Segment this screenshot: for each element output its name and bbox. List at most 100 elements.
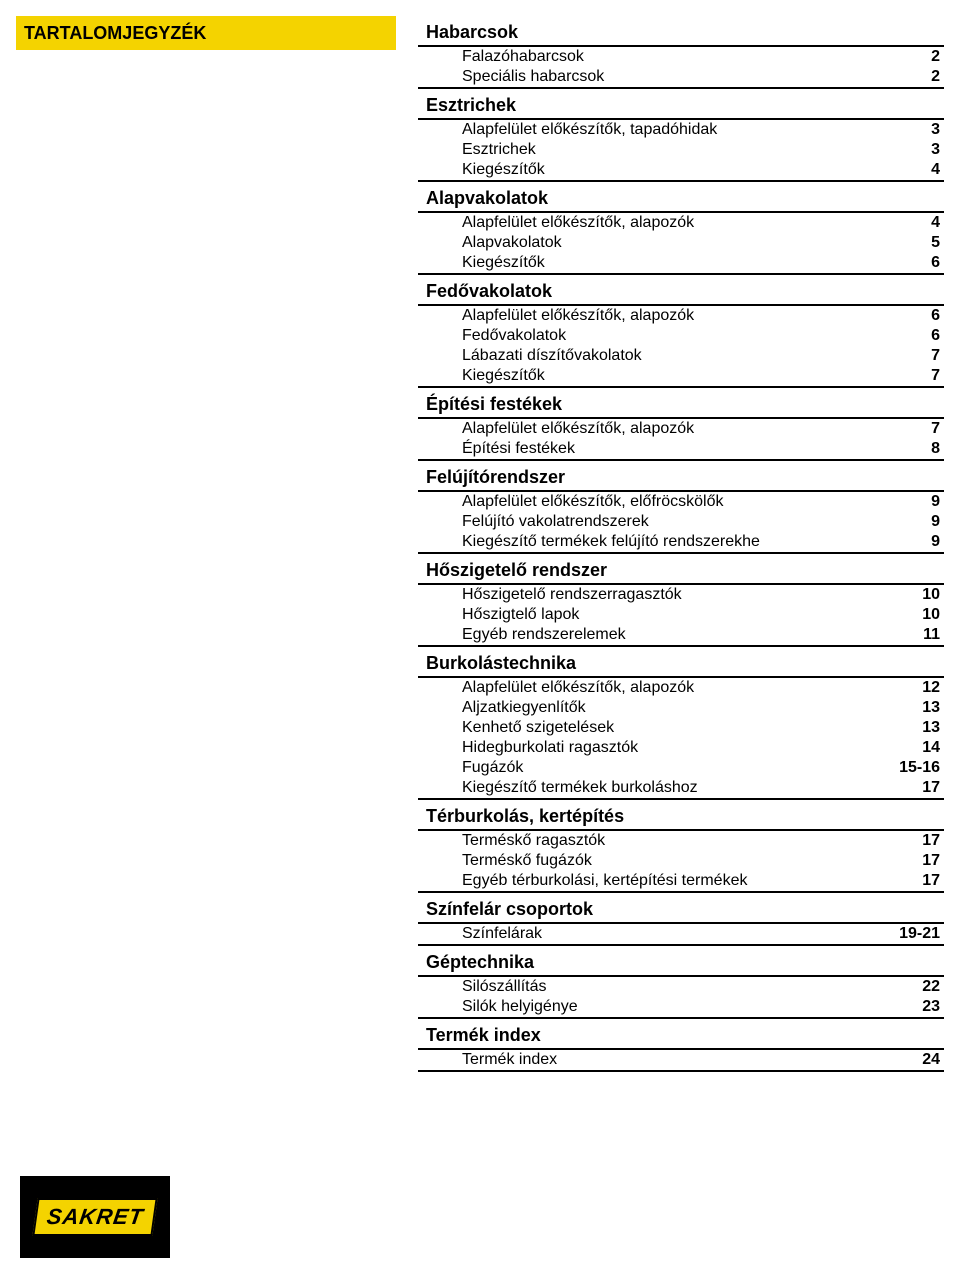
toc-item-label: Hidegburkolati ragasztók — [462, 739, 884, 757]
toc-item-label: Kenhető szigetelések — [462, 719, 884, 737]
toc-item-row: Alapfelület előkészítők, előfröcskölők9 — [418, 492, 944, 512]
section-heading: Habarcsok — [418, 16, 944, 47]
toc-item-row: Termék index24 — [418, 1050, 944, 1070]
toc-item-page: 4 — [884, 161, 944, 179]
toc-item-row: Kiegészítők4 — [418, 160, 944, 180]
toc-item-label: Falazóhabarcsok — [462, 48, 884, 66]
toc-item-page: 10 — [884, 586, 944, 604]
toc-item-row: Hidegburkolati ragasztók14 — [418, 738, 944, 758]
toc-item-row: Alapfelület előkészítők, alapozók6 — [418, 306, 944, 326]
toc-item-row: Hőszigetelő rendszerragasztók10 — [418, 585, 944, 605]
toc-item-row: Alapfelület előkészítők, alapozók4 — [418, 213, 944, 233]
toc-item-page: 14 — [884, 739, 944, 757]
toc-item-page: 23 — [884, 998, 944, 1016]
toc-item-page: 10 — [884, 606, 944, 624]
toc-item-row: Speciális habarcsok2 — [418, 67, 944, 87]
toc-item-page: 6 — [884, 327, 944, 345]
brand-logo-text: SAKRET — [32, 1198, 158, 1236]
toc-item-row: Kiegészítők7 — [418, 366, 944, 386]
toc-item-label: Terméskő fugázók — [462, 852, 884, 870]
toc-item-row: Hőszigtelő lapok10 — [418, 605, 944, 625]
toc-item-page: 13 — [884, 719, 944, 737]
section-heading: Térburkolás, kertépítés — [418, 800, 944, 831]
section-heading: Termék index — [418, 1019, 944, 1050]
toc-item-row: Színfelárak19-21 — [418, 924, 944, 944]
toc-item-row: Fugázók15-16 — [418, 758, 944, 778]
section-heading: Fedővakolatok — [418, 275, 944, 306]
toc-item-page: 11 — [884, 626, 944, 644]
toc-item-row: Aljzatkiegyenlítők13 — [418, 698, 944, 718]
toc-item-label: Silószállítás — [462, 978, 884, 996]
toc-item-page: 13 — [884, 699, 944, 717]
toc-item-label: Színfelárak — [462, 925, 884, 943]
section-heading: Géptechnika — [418, 946, 944, 977]
toc-item-label: Alapfelület előkészítők, alapozók — [462, 420, 884, 438]
section-heading: Burkolástechnika — [418, 647, 944, 678]
toc-item-row: Felújító vakolatrendszerek9 — [418, 512, 944, 532]
toc-item-label: Kiegészítők — [462, 367, 884, 385]
page-title-box: TARTALOMJEGYZÉK — [16, 16, 396, 50]
toc-item-page: 9 — [884, 513, 944, 531]
toc-item-page: 24 — [884, 1051, 944, 1069]
toc-item-row: Fedővakolatok6 — [418, 326, 944, 346]
toc-item-page: 17 — [884, 779, 944, 797]
toc-item-label: Fedővakolatok — [462, 327, 884, 345]
toc-item-row: Kenhető szigetelések13 — [418, 718, 944, 738]
toc-item-label: Aljzatkiegyenlítők — [462, 699, 884, 717]
section-heading: Felújítórendszer — [418, 461, 944, 492]
section-heading: Építési festékek — [418, 388, 944, 419]
section-heading: Színfelár csoportok — [418, 893, 944, 924]
toc-item-label: Alapfelület előkészítők, alapozók — [462, 307, 884, 325]
section-items: Termék index24 — [418, 1050, 944, 1072]
toc-item-label: Alapfelület előkészítők, előfröcskölők — [462, 493, 884, 511]
toc-item-label: Silók helyigénye — [462, 998, 884, 1016]
toc-item-label: Esztrichek — [462, 141, 884, 159]
toc-item-row: Alapfelület előkészítők, alapozók7 — [418, 419, 944, 439]
section-items: Alapfelület előkészítők, alapozók4Alapva… — [418, 213, 944, 275]
section-heading: Esztrichek — [418, 89, 944, 120]
section-items: Alapfelület előkészítők, alapozók6Fedőva… — [418, 306, 944, 388]
toc-item-row: Egyéb rendszerelemek11 — [418, 625, 944, 645]
toc-item-page: 17 — [884, 872, 944, 890]
toc-item-label: Felújító vakolatrendszerek — [462, 513, 884, 531]
toc-item-row: Kiegészítő termékek burkoláshoz17 — [418, 778, 944, 798]
section-heading: Hőszigetelő rendszer — [418, 554, 944, 585]
toc-item-label: Terméskő ragasztók — [462, 832, 884, 850]
toc-item-row: Kiegészítő termékek felújító rendszerekh… — [418, 532, 944, 552]
toc-item-page: 17 — [884, 832, 944, 850]
toc-item-label: Kiegészítő termékek felújító rendszerekh… — [462, 533, 884, 551]
toc-item-page: 22 — [884, 978, 944, 996]
toc-item-label: Kiegészítők — [462, 161, 884, 179]
table-of-contents: HabarcsokFalazóhabarcsok2Speciális habar… — [418, 16, 944, 1072]
toc-item-label: Alapfelület előkészítők, alapozók — [462, 214, 884, 232]
section-heading: Alapvakolatok — [418, 182, 944, 213]
toc-item-page: 6 — [884, 254, 944, 272]
toc-item-row: Silók helyigénye23 — [418, 997, 944, 1017]
section-items: Falazóhabarcsok2Speciális habarcsok2 — [418, 47, 944, 89]
section-items: Silószállítás22Silók helyigénye23 — [418, 977, 944, 1019]
toc-item-page: 12 — [884, 679, 944, 697]
toc-item-label: Lábazati díszítővakolatok — [462, 347, 884, 365]
toc-item-row: Falazóhabarcsok2 — [418, 47, 944, 67]
toc-item-label: Fugázók — [462, 759, 884, 777]
toc-item-row: Silószállítás22 — [418, 977, 944, 997]
section-items: Terméskő ragasztók17Terméskő fugázók17Eg… — [418, 831, 944, 893]
toc-item-row: Alapfelület előkészítők, alapozók12 — [418, 678, 944, 698]
toc-item-row: Egyéb térburkolási, kertépítési termékek… — [418, 871, 944, 891]
toc-item-row: Esztrichek3 — [418, 140, 944, 160]
toc-item-row: Alapfelület előkészítők, tapadóhidak3 — [418, 120, 944, 140]
toc-item-page: 2 — [884, 68, 944, 86]
toc-item-label: Alapfelület előkészítők, alapozók — [462, 679, 884, 697]
toc-item-label: Egyéb rendszerelemek — [462, 626, 884, 644]
toc-item-page: 7 — [884, 347, 944, 365]
toc-item-row: Lábazati díszítővakolatok7 — [418, 346, 944, 366]
toc-item-page: 8 — [884, 440, 944, 458]
toc-item-page: 3 — [884, 141, 944, 159]
toc-item-label: Speciális habarcsok — [462, 68, 884, 86]
toc-item-page: 3 — [884, 121, 944, 139]
toc-item-row: Alapvakolatok5 — [418, 233, 944, 253]
toc-item-label: Alapvakolatok — [462, 234, 884, 252]
toc-item-page: 17 — [884, 852, 944, 870]
section-items: Alapfelület előkészítők, tapadóhidak3Esz… — [418, 120, 944, 182]
toc-item-row: Terméskő ragasztók17 — [418, 831, 944, 851]
